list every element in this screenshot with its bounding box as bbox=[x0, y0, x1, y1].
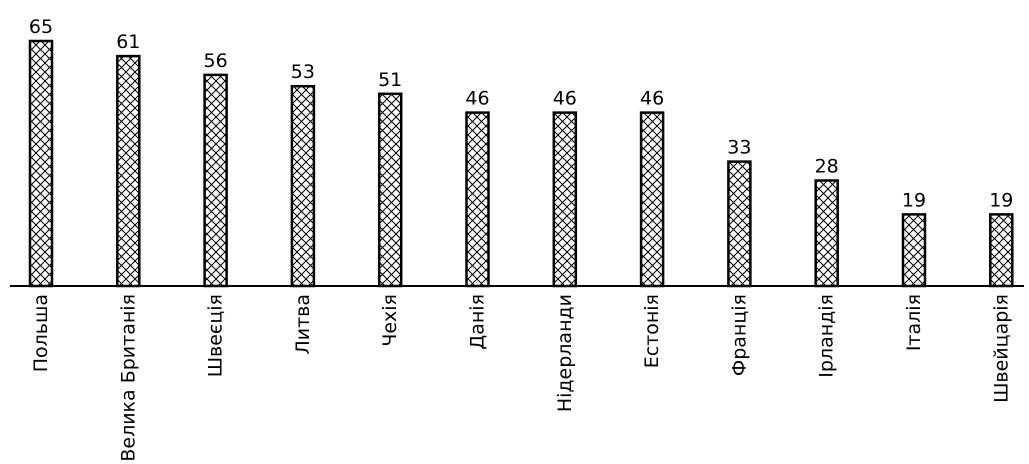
bar-9 bbox=[727, 160, 752, 288]
value-label-11: 19 bbox=[902, 189, 926, 211]
bar-12 bbox=[989, 213, 1014, 288]
category-label-2: Велика Британія bbox=[117, 294, 139, 462]
bar-3 bbox=[203, 73, 228, 288]
category-label-3: Швеєція bbox=[205, 294, 227, 377]
bar-10 bbox=[814, 179, 839, 288]
bar-4 bbox=[290, 84, 316, 288]
bar-1 bbox=[28, 39, 54, 288]
bar-6 bbox=[465, 111, 490, 288]
value-label-1: 65 bbox=[29, 16, 53, 38]
category-label-10: Ірландія bbox=[816, 294, 838, 378]
category-label-9: Франція bbox=[728, 294, 750, 376]
bar-11 bbox=[901, 213, 927, 288]
value-label-3: 56 bbox=[204, 50, 228, 72]
value-label-9: 33 bbox=[727, 137, 751, 159]
value-label-6: 46 bbox=[465, 88, 489, 110]
value-labels-group: 65 61 56 53 51 46 46 46 33 28 19 19 bbox=[29, 16, 1013, 211]
category-label-4: Литва bbox=[292, 294, 314, 355]
category-label-12: Швейцарія bbox=[990, 294, 1012, 403]
category-label-11: Італія bbox=[903, 294, 925, 351]
bar-8 bbox=[639, 111, 665, 288]
value-label-2: 61 bbox=[116, 31, 140, 53]
value-label-5: 51 bbox=[378, 69, 402, 91]
bar-7 bbox=[552, 111, 578, 288]
bars-group bbox=[28, 39, 1014, 288]
category-label-7: Нідерланди bbox=[554, 294, 576, 412]
category-label-1: Польша bbox=[30, 294, 52, 372]
category-label-5: Чехія bbox=[379, 294, 401, 347]
category-label-8: Естонія bbox=[641, 294, 663, 368]
category-labels-group: Польша Велика Британія Швеєція Литва Чехія Да… bbox=[30, 294, 1012, 462]
value-label-8: 46 bbox=[640, 88, 664, 110]
value-label-7: 46 bbox=[553, 88, 577, 110]
value-label-12: 19 bbox=[989, 189, 1013, 211]
bar-2 bbox=[116, 54, 141, 288]
category-label-6: Данія bbox=[467, 294, 489, 350]
value-label-4: 53 bbox=[291, 61, 315, 83]
bar-5 bbox=[377, 92, 403, 288]
value-label-10: 28 bbox=[815, 156, 839, 178]
